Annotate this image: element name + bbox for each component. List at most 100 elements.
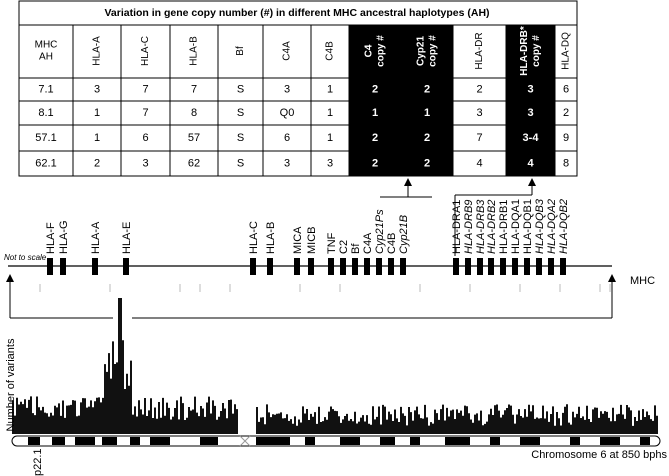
gene-label: MICB xyxy=(306,227,318,255)
gene-label: HLA-DRB9 xyxy=(463,200,475,254)
table-cell: 7 xyxy=(142,83,148,95)
table-cell: 2 xyxy=(563,107,569,119)
column-header: HLA-A xyxy=(92,36,103,66)
chromosome-ideogram xyxy=(11,435,661,447)
gene-box xyxy=(47,258,53,275)
gene-label: C2 xyxy=(338,240,350,254)
arrowhead xyxy=(608,274,616,282)
table-cell: 7 xyxy=(142,107,148,119)
gene-label: HLA-DQA1 xyxy=(510,199,522,254)
table-cell: 3 xyxy=(94,83,100,95)
column-header: Bf xyxy=(235,46,246,56)
table-cell: 1 xyxy=(327,107,333,119)
gene-box xyxy=(524,258,530,275)
gene-box xyxy=(123,258,129,275)
gene-label: HLA-DQA2 xyxy=(546,199,558,254)
gene-label: HLA-DQB2 xyxy=(558,199,570,254)
gene-label: HLA-C xyxy=(248,221,260,254)
gene-label: MICA xyxy=(292,226,304,254)
gene-map: HLA-F HLA-G HLA-A HLA-E HLA-C HLA-B MICA MICB TN… xyxy=(45,198,570,275)
gene-box xyxy=(250,258,256,275)
band-label: p22.1 xyxy=(32,448,44,476)
connectors xyxy=(9,184,613,319)
gene-box xyxy=(308,258,314,275)
table-cell: 3 xyxy=(142,157,148,169)
centromere xyxy=(239,435,251,447)
gene-box xyxy=(328,258,334,275)
table-cell: 6 xyxy=(284,132,290,144)
table-cell: 2 xyxy=(476,83,482,95)
gene-label: HLA-A xyxy=(90,221,102,254)
table-title: Variation in gene copy number (#) in dif… xyxy=(104,7,489,19)
gene-box xyxy=(500,258,506,275)
table-cell: Q0 xyxy=(280,107,295,119)
ideogram-band xyxy=(52,437,65,445)
table-cell: 57 xyxy=(188,132,200,144)
table-cell: 7 xyxy=(476,132,482,144)
table-cell: 3 xyxy=(476,107,482,119)
table-cell: 1 xyxy=(327,132,333,144)
ideogram-band xyxy=(445,437,470,445)
table-cell: 4 xyxy=(476,157,482,169)
table-cell: 6 xyxy=(563,83,569,95)
table-cell: 3 xyxy=(327,157,333,169)
table-cell: 8 xyxy=(563,157,569,169)
ideogram-band xyxy=(130,437,140,445)
table-cell: 1 xyxy=(94,107,100,119)
gene-box xyxy=(294,258,300,275)
table-cell: 1 xyxy=(327,83,333,95)
column-header: C4 xyxy=(364,44,375,57)
gene-box xyxy=(512,258,518,275)
gene-label: Cyp21B xyxy=(398,215,410,254)
table-cell: 2 xyxy=(372,157,378,169)
ideogram-band xyxy=(200,437,218,445)
column-header: AH xyxy=(39,52,53,63)
table-cell: 3 xyxy=(284,157,290,169)
column-header: HLA-DQ xyxy=(561,32,572,70)
gene-label: HLA-DRB1 xyxy=(498,200,510,254)
column-header: MHC xyxy=(35,40,58,51)
ideogram-band xyxy=(256,437,290,445)
column-header: HLA-DRB* xyxy=(519,26,530,76)
gene-box xyxy=(364,258,370,275)
column-header: HLA-DR xyxy=(474,32,485,69)
region-label: MHC xyxy=(630,275,655,287)
column-header: C4B xyxy=(325,41,336,61)
gene-label: HLA-DQB1 xyxy=(522,199,534,254)
table-cell: 8 xyxy=(191,107,197,119)
gene-box xyxy=(352,258,358,275)
scale-note: Not to scale xyxy=(4,253,47,262)
table-cell: 2 xyxy=(372,132,378,144)
gene-box xyxy=(60,258,66,275)
gene-box xyxy=(400,258,406,275)
table-cell: 2 xyxy=(372,83,378,95)
gene-label: HLA-DRA1 xyxy=(451,200,463,254)
gene-box xyxy=(465,258,471,275)
gene-label: HLA-E xyxy=(121,222,133,254)
table-cell: S xyxy=(237,157,244,169)
table-cell: 6 xyxy=(142,132,148,144)
y-axis-label: Number of variants xyxy=(5,338,17,431)
gene-box xyxy=(340,258,346,275)
column-header: copy # xyxy=(531,35,542,67)
table-cell: 3 xyxy=(527,83,533,95)
gene-box xyxy=(548,258,554,275)
table-cell: 8.1 xyxy=(38,107,53,119)
table-cell: S xyxy=(237,132,244,144)
table-border xyxy=(18,0,578,177)
column-header: copy # xyxy=(376,35,387,67)
gene-label: HLA-F xyxy=(45,222,57,254)
map-ticks xyxy=(39,284,611,292)
ideogram-band xyxy=(102,437,117,445)
x-axis-label: Chromosome 6 at 850 bphs xyxy=(531,449,667,461)
gene-label: Bf xyxy=(350,243,362,254)
gene-label: HLA-DRB2 xyxy=(486,200,498,254)
table-cell: 3 xyxy=(527,107,533,119)
arrowhead xyxy=(6,274,14,282)
gene-label: Cyp21Ps xyxy=(374,209,386,254)
ideogram-band xyxy=(380,437,395,445)
gene-box xyxy=(267,258,273,275)
table-cell: 7 xyxy=(191,83,197,95)
table-cell: 62.1 xyxy=(35,157,56,169)
table-cell: 62 xyxy=(188,157,200,169)
